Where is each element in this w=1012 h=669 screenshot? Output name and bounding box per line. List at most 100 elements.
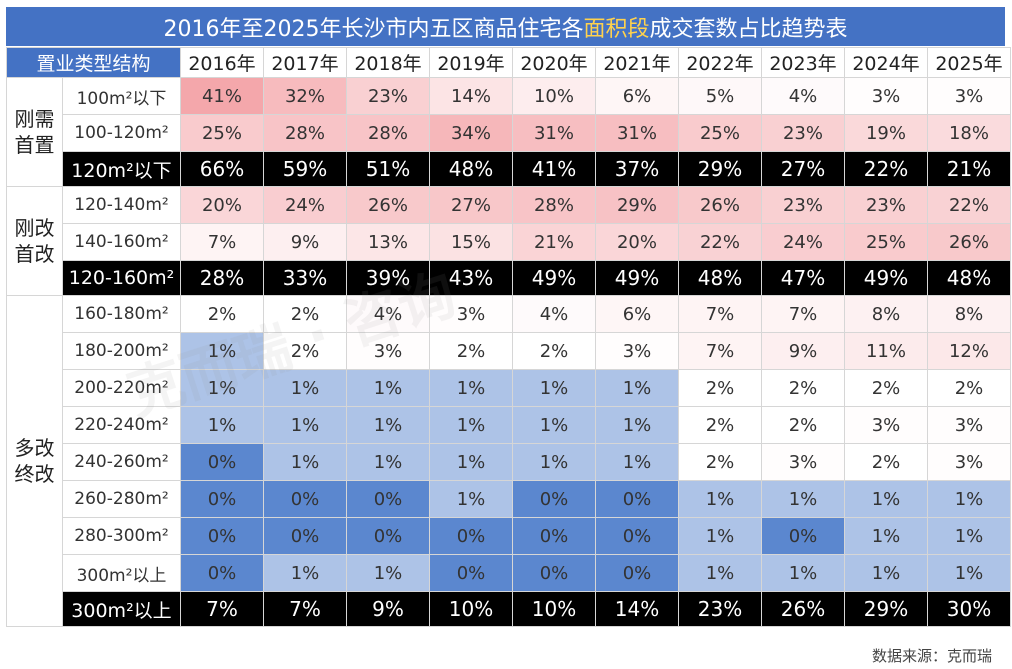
value-cell: 0% [512,480,596,518]
table-row: 180-200m² 1% 2% 3% 2% 2% 3% 7% 9% 11% 12% [7,332,1011,370]
value-cell: 28% [512,186,596,224]
segment-label: 300m²以上 [62,554,181,592]
table-row: 220-240m² 1% 1% 1% 1% 1% 1% 2% 2% 3% 3% [7,406,1011,444]
value-cell: 1% [927,480,1011,518]
column-header: 2025年 [927,47,1011,78]
value-cell: 1% [180,369,264,407]
value-cell: 25% [844,223,928,261]
value-cell: 1% [844,480,928,518]
value-cell: 2% [678,406,762,444]
value-cell: 27% [429,186,513,224]
value-cell: 0% [761,517,845,555]
table-row: 刚改首改 120-140m² 20% 24% 26% 27% 28% 29% 26% 23% 23%… [6,186,1011,296]
value-cell: 1% [346,406,430,444]
value-cell: 1% [678,517,762,555]
value-cell: 32% [263,77,347,115]
summary-value-cell: 49% [844,260,928,296]
value-cell: 13% [346,223,430,261]
header-row: 置业类型结构 2016年 2017年 2018年 2019年 2020年 2021年 202… [6,47,1011,78]
value-cell: 7% [180,223,264,261]
summary-row: 120-160m² 28% 33% 39% 43% 49% 49% 48% 47% 49% 48% [7,260,1011,296]
value-cell: 12% [927,332,1011,370]
summary-value-cell: 7% [263,591,347,627]
value-cell: 1% [761,554,845,592]
value-cell: 1% [429,443,513,481]
table-row: 多改终改 160-180m² 2% 2% 4% 3% 4% 6% 7% 7% 8% 8% [6,295,1011,627]
value-cell: 20% [595,223,679,261]
column-header: 2017年 [263,47,347,78]
value-cell: 1% [927,554,1011,592]
value-cell: 0% [263,480,347,518]
table-row: 200-220m² 1% 1% 1% 1% 1% 1% 2% 2% 2% 2% [7,369,1011,407]
value-cell: 26% [678,186,762,224]
value-cell: 29% [595,186,679,224]
value-cell: 1% [429,480,513,518]
value-cell: 1% [927,517,1011,555]
value-cell: 19% [844,114,928,152]
summary-value-cell: 9% [346,591,430,627]
table-row: 280-300m² 0% 0% 0% 0% 0% 0% 1% 0% 1% 1% [7,517,1011,555]
value-cell: 28% [346,114,430,152]
value-cell: 6% [595,295,679,333]
value-cell: 1% [595,369,679,407]
value-cell: 21% [512,223,596,261]
summary-value-cell: 48% [927,260,1011,296]
value-cell: 1% [512,406,596,444]
value-cell: 23% [761,114,845,152]
column-header: 2016年 [180,47,264,78]
value-cell: 1% [180,406,264,444]
value-cell: 24% [761,223,845,261]
column-header: 2024年 [844,47,928,78]
source-note: 数据来源：克而瑞 [871,647,992,665]
value-cell: 4% [761,77,845,115]
summary-value-cell: 14% [595,591,679,627]
value-cell: 6% [595,77,679,115]
value-cell: 1% [844,517,928,555]
value-cell: 2% [761,406,845,444]
value-cell: 3% [346,332,430,370]
value-cell: 4% [512,295,596,333]
value-cell: 8% [927,295,1011,333]
group-label: 刚改首改 [6,186,63,296]
summary-value-cell: 29% [678,151,762,187]
value-cell: 3% [761,443,845,481]
summary-value-cell: 41% [512,151,596,187]
summary-value-cell: 28% [180,260,264,296]
summary-value-cell: 23% [678,591,762,627]
value-cell: 1% [263,554,347,592]
segment-label: 100m²以下 [62,77,181,115]
segment-label: 200-220m² [62,369,181,407]
column-header: 2018年 [346,47,430,78]
value-cell: 1% [263,406,347,444]
value-cell: 7% [761,295,845,333]
value-cell: 25% [678,114,762,152]
value-cell: 0% [346,480,430,518]
segment-label: 140-160m² [62,223,181,261]
value-cell: 1% [512,443,596,481]
column-header: 2021年 [595,47,679,78]
value-cell: 0% [263,517,347,555]
summary-value-cell: 49% [595,260,679,296]
title-text-highlight: 面积段 [583,16,650,42]
segment-label: 240-260m² [62,443,181,481]
summary-value-cell: 51% [346,151,430,187]
summary-label: 120-160m² [62,260,181,296]
table-body: 刚需首置 100m²以下 41% 32% 23% 14% 10% 6% 5% 4% 3% 3% 100-… [6,77,1011,627]
value-cell: 1% [263,369,347,407]
value-cell: 2% [678,369,762,407]
value-cell: 1% [263,443,347,481]
value-cell: 23% [844,186,928,224]
value-cell: 1% [180,332,264,370]
value-cell: 0% [429,554,513,592]
table-row: 100-120m² 25% 28% 28% 34% 31% 31% 25% 23% 19% 18% [7,114,1011,152]
value-cell: 20% [180,186,264,224]
summary-value-cell: 49% [512,260,596,296]
summary-value-cell: 10% [512,591,596,627]
value-cell: 0% [595,554,679,592]
table-row: 140-160m² 7% 9% 13% 15% 21% 20% 22% 24% 25% 26% [7,223,1011,261]
column-header: 2020年 [512,47,596,78]
summary-label: 120m²以下 [62,151,181,187]
value-cell: 7% [678,332,762,370]
segment-label: 120-140m² [62,186,181,224]
value-cell: 2% [761,369,845,407]
